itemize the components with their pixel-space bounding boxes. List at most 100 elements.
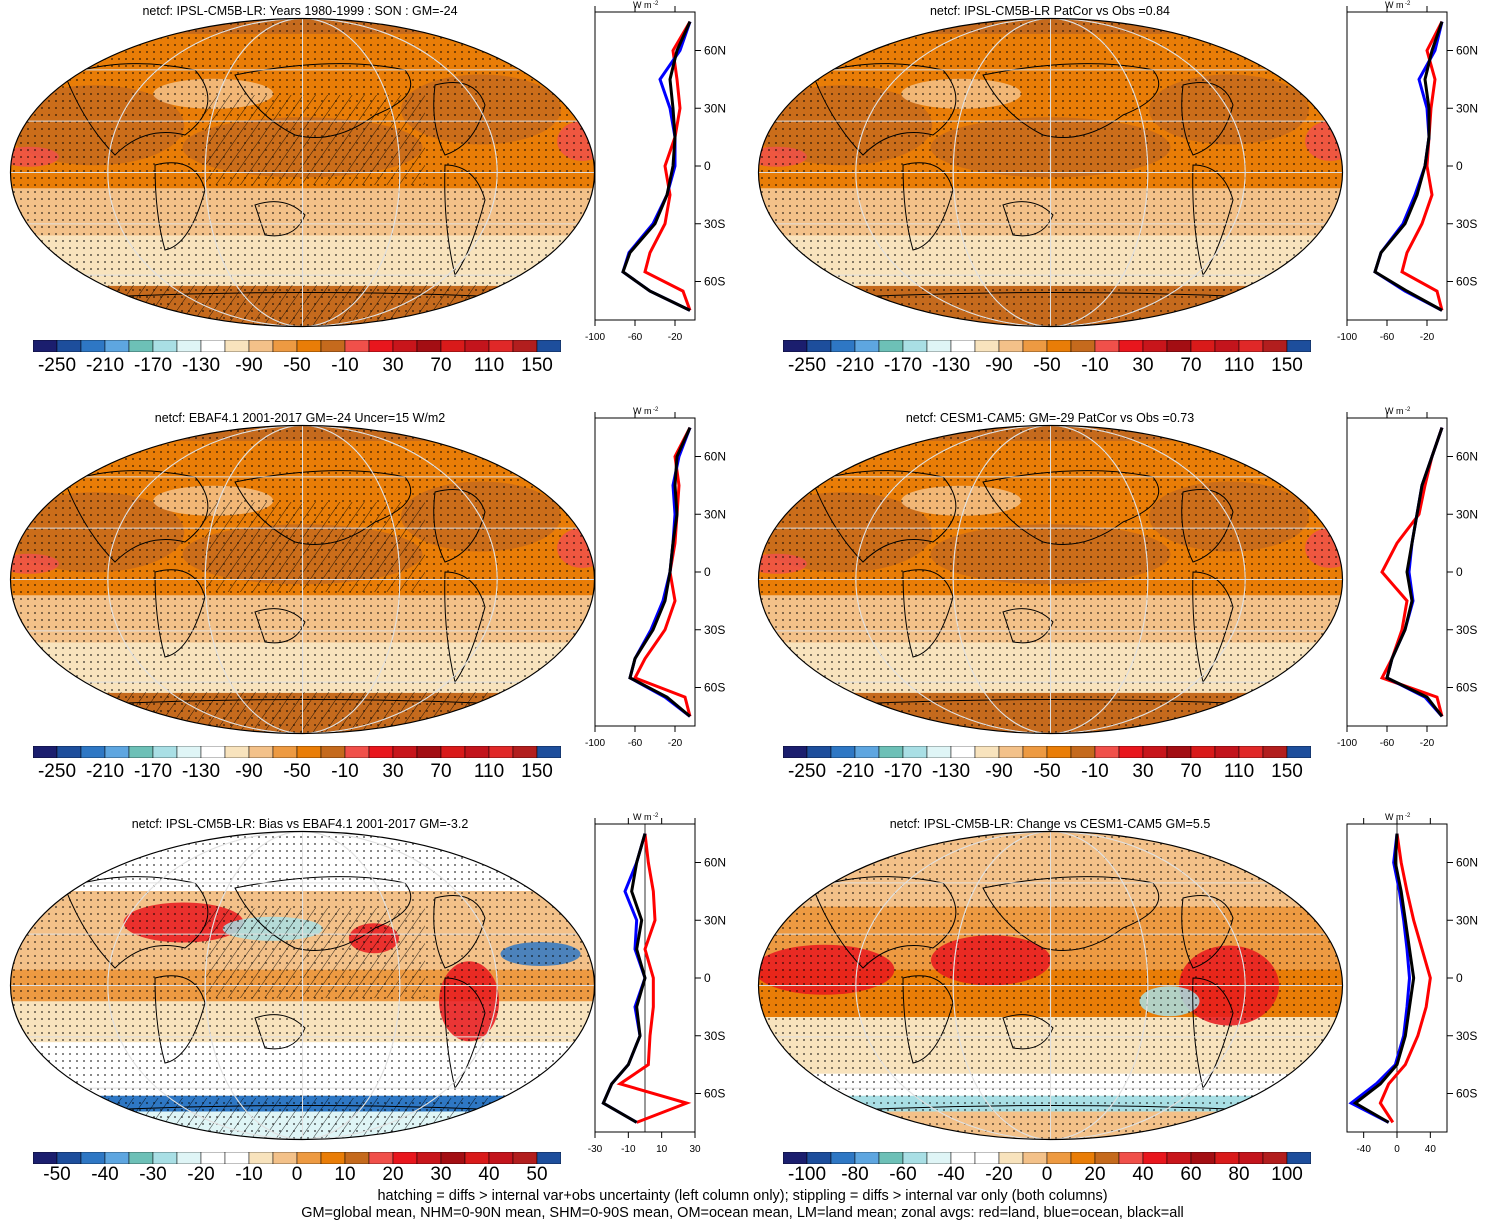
colorbar-swatch [1191, 340, 1215, 352]
lat-tick-label: 60S [1456, 681, 1477, 695]
colorbar-swatch [1095, 1152, 1119, 1164]
colorbar-swatch [855, 1152, 879, 1164]
units-label: W m [1385, 812, 1404, 822]
colorbar-swatch [513, 746, 537, 758]
colorbar-swatch [225, 1152, 249, 1164]
colorbar-swatch [33, 746, 57, 758]
colorbar-tick-label: -40 [91, 1164, 118, 1186]
colorbar-tick-label: -100 [788, 1164, 826, 1186]
zonal-land-line [1382, 428, 1442, 717]
colorbar-tick-label: 110 [1224, 761, 1254, 783]
colorbar-tick-label: 70 [430, 761, 451, 783]
colorbar-swatch [951, 340, 975, 352]
colorbar-tick-label: 110 [474, 355, 504, 377]
lat-tick-label: 30N [704, 913, 726, 927]
lat-tick-label: 30S [1456, 217, 1477, 231]
lat-tick-label: 30N [704, 101, 726, 115]
colorbar-swatch [1167, 746, 1191, 758]
colorbar-tick-label: 30 [1132, 355, 1153, 377]
colorbar [33, 746, 561, 758]
world-map [5, 828, 600, 1143]
colorbar-swatch [177, 1152, 201, 1164]
colorbar-swatch [297, 340, 321, 352]
colorbar-swatch [975, 1152, 999, 1164]
colorbar-swatch [153, 1152, 177, 1164]
colorbar-tick-label: 0 [292, 1164, 303, 1186]
colorbar-swatch [1023, 1152, 1047, 1164]
colorbar-tick-label: -170 [134, 355, 172, 377]
colorbar-swatch [201, 1152, 225, 1164]
zonal-all-line [1387, 428, 1442, 717]
colorbar-tick-label: -130 [932, 355, 970, 377]
colorbar-swatch [1287, 1152, 1311, 1164]
colorbar-swatch [177, 746, 201, 758]
colorbar-swatch [1071, 746, 1095, 758]
colorbar-tick-label: -10 [1081, 355, 1108, 377]
x-tick-label: -20 [668, 738, 683, 749]
colorbar-swatch [1023, 340, 1047, 352]
colorbar-swatch [57, 1152, 81, 1164]
colorbar-swatch [1239, 340, 1263, 352]
colorbar-tick-label: 100 [1271, 1164, 1303, 1186]
colorbar-tick-label: 30 [382, 355, 403, 377]
footer-note: hatching = diffs > internal var+obs unce… [0, 1188, 1485, 1222]
x-tick-label: -20 [1420, 332, 1435, 343]
colorbar-swatch [831, 1152, 855, 1164]
colorbar-swatch [81, 746, 105, 758]
colorbar-swatch [975, 746, 999, 758]
lat-tick-label: 0 [704, 565, 711, 579]
colorbar-swatch [105, 340, 129, 352]
colorbar-tick-label: -170 [884, 355, 922, 377]
colorbar-swatch [951, 1152, 975, 1164]
colorbar-swatch [903, 340, 927, 352]
units-label: W m [633, 0, 652, 10]
colorbar-swatch [465, 746, 489, 758]
colorbar-tick-label: 40 [478, 1164, 499, 1186]
colorbar-swatch [345, 746, 369, 758]
colorbar-swatch [369, 340, 393, 352]
lat-tick-label: 0 [1456, 159, 1463, 173]
colorbar [33, 1152, 561, 1164]
world-map [753, 828, 1348, 1143]
colorbar-tick-label: -50 [283, 355, 310, 377]
units-label: W m [1385, 406, 1404, 416]
colorbar-swatch [273, 340, 297, 352]
colorbar-swatch [201, 340, 225, 352]
lat-tick-label: 30S [1456, 1029, 1477, 1043]
colorbar-tick-label: -50 [283, 761, 310, 783]
lat-tick-label: 60S [1456, 1087, 1477, 1101]
colorbar-swatch [105, 1152, 129, 1164]
colorbar-swatch [1263, 340, 1287, 352]
colorbar-swatch [1167, 1152, 1191, 1164]
colorbar-tick-label: -60 [889, 1164, 916, 1186]
colorbar-swatch [1047, 340, 1071, 352]
colorbar-tick-label: -30 [139, 1164, 166, 1186]
colorbar-swatch [201, 746, 225, 758]
colorbar-tick-label: 70 [1180, 761, 1201, 783]
colorbar-tick-label: -210 [86, 355, 124, 377]
colorbar-tick-label: 70 [430, 355, 451, 377]
colorbar-swatch [345, 1152, 369, 1164]
colorbar-tick-label: 150 [1271, 355, 1303, 377]
zonal-land-line [1402, 22, 1442, 311]
colorbar-tick-label: -130 [182, 355, 220, 377]
units-label: W m [633, 812, 652, 822]
footer-line-1: hatching = diffs > internal var+obs unce… [0, 1188, 1485, 1205]
colorbar-tick-label: -250 [788, 761, 826, 783]
lat-tick-label: 30N [1456, 913, 1478, 927]
colorbar-swatch [1023, 746, 1047, 758]
colorbar-tick-label: -250 [38, 355, 76, 377]
colorbar-tick-label: -20 [187, 1164, 214, 1186]
colorbar-swatch [783, 1152, 807, 1164]
x-tick-label: -10 [621, 1144, 636, 1155]
colorbar-swatch [927, 746, 951, 758]
colorbar-tick-label: 20 [382, 1164, 403, 1186]
zonal-ocean-line [623, 22, 690, 311]
colorbar-tick-label: -20 [985, 1164, 1012, 1186]
colorbar-swatch [33, 1152, 57, 1164]
colorbar-tick-label: -250 [38, 761, 76, 783]
colorbar-swatch [1167, 340, 1191, 352]
